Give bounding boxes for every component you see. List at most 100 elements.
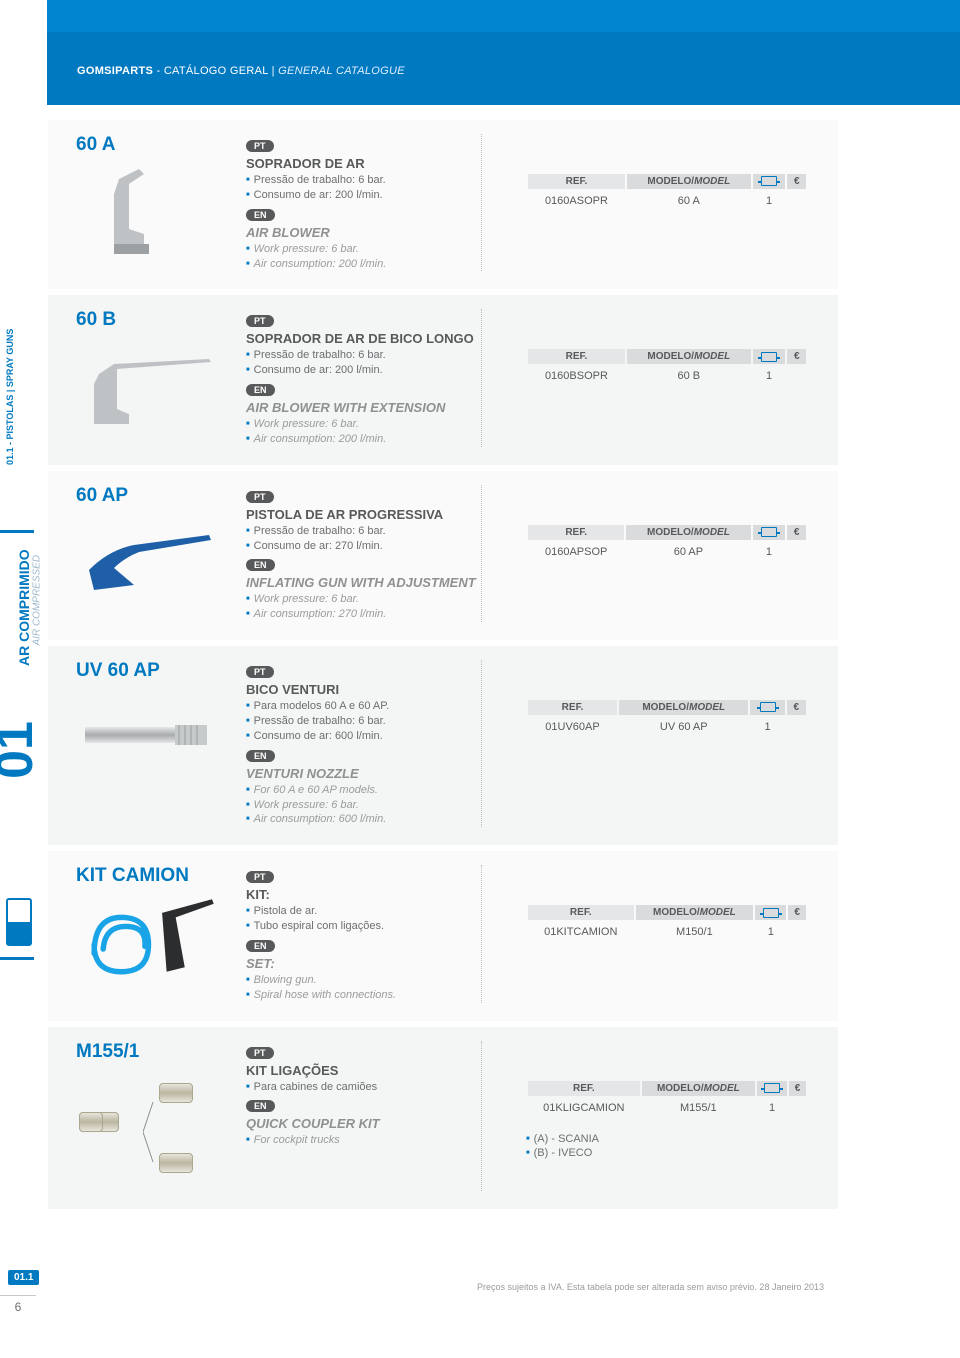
detail-heading: QUICK COUPLER KIT [246, 1116, 496, 1131]
header-bar: GOMSIPARTS - CATÁLOGO GERAL | GENERAL CA… [47, 0, 960, 105]
td-model: 60 A [627, 189, 751, 213]
th-ref: REF. [528, 174, 625, 189]
sidebar-category-en: AIR COMPRESSED [32, 555, 43, 646]
product-code: M155/1 [76, 1041, 246, 1063]
detail-line: Pressão de trabalho: 6 bar. [246, 714, 496, 729]
detail-line: Spiral hose with connections. [246, 988, 496, 1003]
product-details: PTSOPRADOR DE ARPressão de trabalho: 6 b… [246, 134, 496, 271]
header-strip [47, 0, 960, 32]
package-icon [760, 702, 776, 712]
coupler-diagram: (A)(B) [79, 1076, 219, 1186]
th-price: € [788, 905, 806, 920]
lang-tag-pt: PT [246, 871, 274, 883]
detail-heading: KIT: [246, 887, 496, 902]
td-price [788, 920, 806, 944]
td-price [789, 1096, 806, 1120]
detail-line: Pressão de trabalho: 6 bar. [246, 348, 496, 363]
footer-section-code: 01.1 [8, 1270, 39, 1285]
td-model: M155/1 [642, 1096, 755, 1120]
package-icon [763, 908, 779, 918]
detail-line: Pressão de trabalho: 6 bar. [246, 173, 496, 188]
td-model: M150/1 [636, 920, 754, 944]
td-ref: 01KLIGCAMION [528, 1096, 640, 1120]
detail-line: For cockpit trucks [246, 1133, 496, 1148]
td-model: 60 AP [626, 540, 750, 564]
detail-heading: AIR BLOWER [246, 225, 496, 240]
td-model: 60 B [627, 364, 751, 388]
th-model: MODELO/MODEL [626, 525, 750, 540]
product-reference-column: REF.MODELO/MODEL €01KITCAMIONM150/11 [496, 865, 826, 1002]
detail-heading: KIT LIGAÇÕES [246, 1063, 496, 1078]
th-model: MODELO/MODEL [627, 349, 751, 364]
product-row: M155/1 (A)(B) PT KIT LIGAÇÕES Para cabines d… [47, 1027, 838, 1209]
product-image-column: KIT CAMION [76, 865, 246, 1002]
product-image-column: 60 B [76, 309, 246, 446]
detail-heading: AIR BLOWER WITH EXTENSION [246, 400, 496, 415]
product-image-column: UV 60 AP [76, 660, 246, 827]
detail-heading: PISTOLA DE AR PROGRESSIVA [246, 507, 496, 522]
th-price: € [787, 174, 806, 189]
detail-heading: INFLATING GUN WITH ADJUSTMENT [246, 575, 496, 590]
th-model: MODELO/MODEL [636, 905, 754, 920]
td-qty: 1 [750, 715, 784, 739]
product-reference-column: REF.MODELO/MODEL€0160BSOPR60 B1 [496, 309, 826, 446]
detail-heading: SOPRADOR DE AR DE BICO LONGO [246, 331, 496, 346]
detail-line: Air consumption: 270 l/min. [246, 607, 496, 622]
lang-tag-en: EN [246, 384, 275, 396]
note-line: (B) - IVECO [526, 1146, 826, 1161]
product-details: PT SOPRADOR DE AR DE BICO LONGO Pressão de… [246, 309, 496, 446]
note-line: (A) - SCANIA [526, 1132, 826, 1147]
column-divider [481, 660, 482, 827]
th-model: MODELO/MODEL [619, 700, 748, 715]
td-price [787, 364, 806, 388]
sidebar-category-pt: AR COMPRIMIDO [16, 549, 32, 666]
lang-tag-pt: PT [246, 140, 274, 152]
th-model: MODELO/MODEL [642, 1081, 755, 1096]
detail-line: Work pressure: 6 bar. [246, 242, 496, 257]
td-qty: 1 [753, 189, 786, 213]
th-ref: REF. [528, 905, 634, 920]
product-code: 60 AP [76, 485, 246, 507]
detail-line: Work pressure: 6 bar. [246, 592, 496, 607]
td-qty: 1 [755, 920, 786, 944]
product-details: PTPISTOLA DE AR PROGRESSIVAPressão de tr… [246, 485, 496, 622]
th-price: € [787, 349, 806, 364]
brand-logo-icon [6, 898, 32, 946]
lang-tag-en: EN [246, 209, 275, 221]
lang-tag-en: EN [246, 940, 275, 952]
product-reference-column: REF.MODELO/MODEL€01KLIGCAMIONM155/11(A) … [496, 1041, 826, 1191]
td-price [787, 715, 806, 739]
product-image [76, 515, 221, 605]
detail-line: Para modelos 60 A e 60 AP. [246, 699, 496, 714]
th-pack [753, 525, 786, 540]
lang-tag-pt: PT [246, 1047, 274, 1059]
page-number: 6 [0, 1295, 36, 1314]
header-en: GENERAL CATALOGUE [278, 65, 405, 77]
detail-line: Pistola de ar. [246, 904, 496, 919]
sidebar-big-number: 01 [0, 721, 45, 779]
product-image [76, 895, 221, 985]
reference-table: REF.MODELO/MODEL€0160ASOPR60 A1 [526, 174, 808, 213]
td-price [787, 189, 806, 213]
td-qty: 1 [753, 364, 786, 388]
detail-line: Para cabines de camiões [246, 1080, 496, 1095]
footer-legal-note: Preços sujeitos a IVA. Esta tabela pode … [477, 1282, 824, 1292]
detail-line: Air consumption: 200 l/min. [246, 257, 496, 272]
th-price: € [787, 525, 806, 540]
header-label: GOMSIPARTS - CATÁLOGO GERAL | GENERAL CA… [77, 65, 405, 77]
lang-tag-pt: PT [246, 491, 274, 503]
detail-line: Blowing gun. [246, 973, 496, 988]
td-price [787, 540, 806, 564]
product-image: (A)(B) [76, 1071, 221, 1191]
td-qty: 1 [753, 540, 786, 564]
reference-table: REF.MODELO/MODEL€0160BSOPR60 B1 [526, 349, 808, 388]
detail-line: Consumo de ar: 200 l/min. [246, 188, 496, 203]
product-image [76, 339, 221, 429]
td-ref: 01KITCAMION [528, 920, 634, 944]
detail-heading: SET: [246, 956, 496, 971]
reference-notes: (A) - SCANIA(B) - IVECO [526, 1132, 826, 1162]
td-ref: 0160APSOP [528, 540, 624, 564]
lang-tag-pt: PT [246, 315, 274, 327]
product-row: 60 A PTSOPRADOR DE ARPressão de trabalho:… [47, 120, 838, 289]
product-reference-column: REF.MODELO/MODEL€0160APSOP60 AP1 [496, 485, 826, 622]
